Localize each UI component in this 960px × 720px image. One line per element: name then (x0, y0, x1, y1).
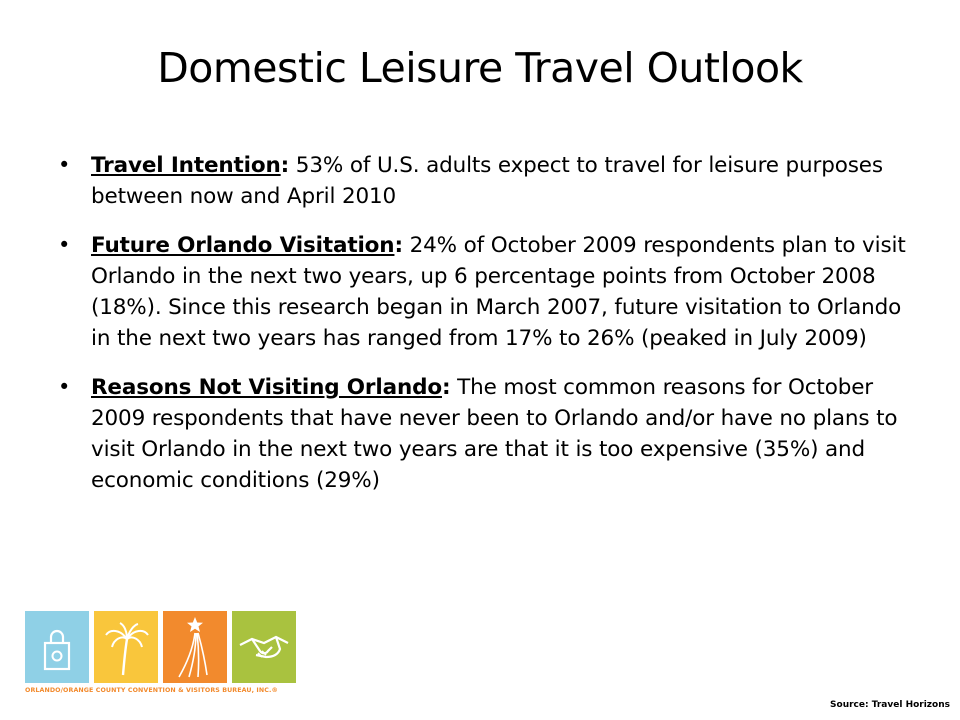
bullet-travel-intention: • Travel Intention: 53% of U.S. adults e… (58, 150, 918, 212)
bullet-text: The most common reasons for October 2009… (91, 375, 898, 493)
bullet-colon: : (441, 375, 451, 400)
bullet-colon: : (394, 233, 403, 258)
cvb-logo: ORLANDO/ORANGE COUNTY CONVENTION & VISIT… (25, 611, 297, 701)
bullet-heading: Reasons Not Visiting Orlando (91, 375, 442, 400)
source-note: Source: Travel Horizons (830, 700, 950, 710)
bullet-heading: Future Orlando Visitation (91, 233, 395, 258)
logo-tiles (25, 611, 297, 683)
bullet-colon: : (280, 153, 290, 178)
bullet-dot: • (58, 153, 71, 177)
bullet-dot: • (58, 375, 71, 399)
bullet-text: 53% of U.S. adults expect to travel for … (91, 153, 883, 209)
bullet-future-orlando-visitation: • Future Orlando Visitation: 24% of Octo… (58, 230, 918, 354)
bullet-text: 24% of October 2009 respondents plan to … (91, 233, 906, 351)
bullet-list: • Travel Intention: 53% of U.S. adults e… (58, 150, 918, 514)
shooting-star-icon (163, 611, 227, 683)
slide-title: Domestic Leisure Travel Outlook (157, 44, 803, 92)
logo-tile-star (163, 611, 227, 683)
logo-tile-bag (25, 611, 89, 683)
shopping-bag-icon (25, 611, 89, 683)
palm-tree-icon (94, 611, 158, 683)
logo-text: ORLANDO/ORANGE COUNTY CONVENTION & VISIT… (25, 687, 278, 694)
bullet-dot: • (58, 233, 71, 257)
bullet-heading: Travel Intention (91, 153, 281, 178)
logo-tile-handshake (232, 611, 296, 683)
handshake-icon (232, 611, 296, 683)
bullet-reasons-not-visiting: • Reasons Not Visiting Orlando: The most… (58, 372, 918, 496)
logo-tile-palm (94, 611, 158, 683)
